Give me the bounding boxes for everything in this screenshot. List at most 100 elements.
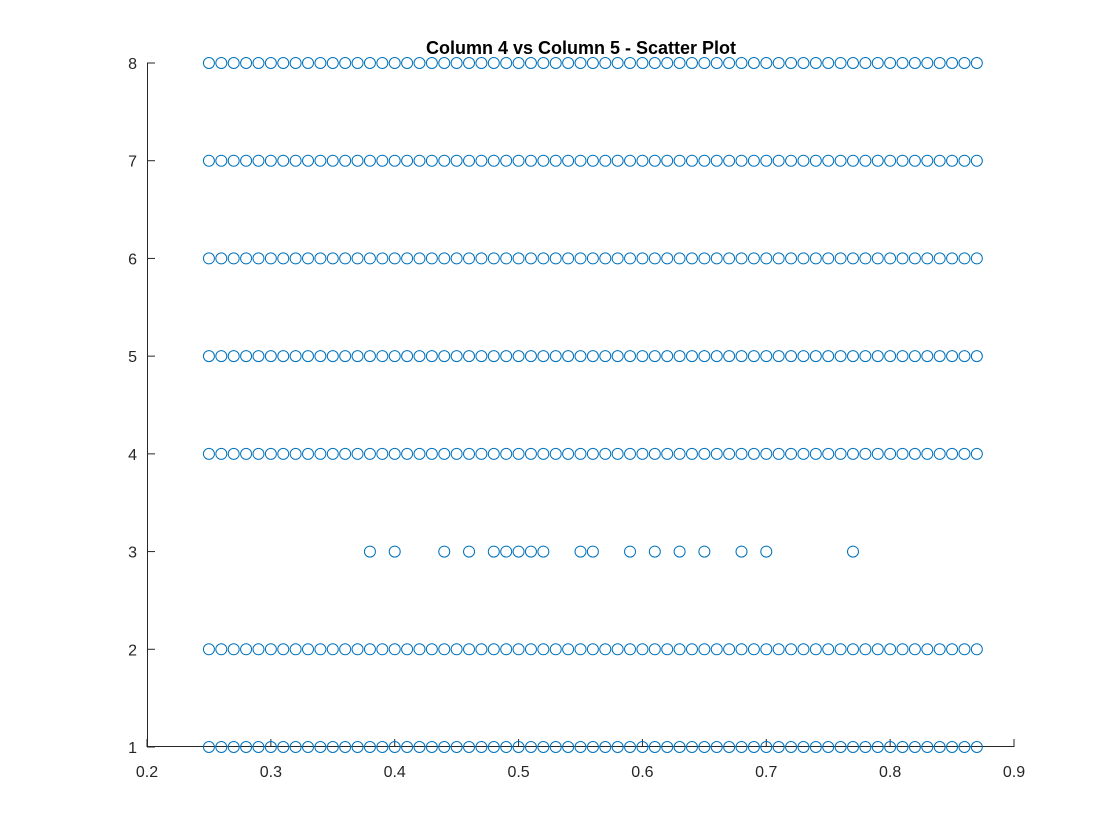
scatter-point	[438, 643, 451, 656]
scatter-point	[363, 447, 376, 460]
scatter-point	[698, 350, 711, 363]
scatter-point	[685, 447, 698, 460]
scatter-point	[524, 350, 537, 363]
scatter-point	[698, 57, 711, 69]
scatter-point	[785, 447, 798, 460]
scatter-point	[735, 447, 748, 460]
scatter-point	[500, 154, 513, 167]
scatter-point	[252, 154, 265, 167]
scatter-point	[289, 252, 302, 265]
scatter-point	[908, 252, 921, 265]
scatter-point	[302, 350, 315, 363]
scatter-point	[846, 252, 859, 265]
scatter-point	[698, 741, 711, 753]
scatter-point	[611, 350, 624, 363]
scatter-point	[475, 252, 488, 265]
scatter-point	[562, 447, 575, 460]
scatter-point	[215, 447, 228, 460]
scatter-point	[896, 57, 909, 69]
scatter-point	[710, 252, 723, 265]
scatter-point	[302, 741, 315, 753]
scatter-point	[388, 252, 401, 265]
scatter-point	[797, 154, 810, 167]
scatter-point	[537, 57, 550, 69]
scatter-point	[772, 643, 785, 656]
scatter-point	[673, 643, 686, 656]
scatter-point	[661, 447, 674, 460]
scatter-point	[834, 741, 847, 753]
scatter-point	[710, 350, 723, 363]
scatter-point	[487, 252, 500, 265]
scatter-point	[760, 252, 773, 265]
scatter-point	[277, 57, 290, 69]
scatter-point	[524, 447, 537, 460]
scatter-point	[339, 154, 352, 167]
scatter-point	[673, 57, 686, 69]
scatter-point	[388, 154, 401, 167]
scatter-point	[425, 643, 438, 656]
scatter-point	[809, 643, 822, 656]
scatter-point	[859, 57, 872, 69]
scatter-point	[438, 350, 451, 363]
scatter-point	[240, 643, 253, 656]
scatter-point	[537, 350, 550, 363]
scatter-point	[363, 643, 376, 656]
scatter-point	[549, 447, 562, 460]
scatter-point	[227, 350, 240, 363]
scatter-point	[871, 154, 884, 167]
scatter-point	[958, 252, 971, 265]
scatter-point	[797, 741, 810, 753]
scatter-point	[586, 350, 599, 363]
scatter-point	[413, 57, 426, 69]
scatter-point	[735, 741, 748, 753]
scatter-point	[277, 741, 290, 753]
scatter-point	[363, 154, 376, 167]
scatter-point	[326, 447, 339, 460]
scatter-point	[549, 252, 562, 265]
scatter-point	[859, 643, 872, 656]
scatter-point	[846, 741, 859, 753]
scatter-point	[946, 741, 959, 753]
scatter-point	[661, 643, 674, 656]
y-tick-label: 3	[128, 545, 137, 562]
scatter-point	[351, 57, 364, 69]
scatter-point	[884, 741, 897, 753]
scatter-point	[351, 350, 364, 363]
scatter-point	[264, 154, 277, 167]
scatter-point	[289, 447, 302, 460]
scatter-point	[735, 154, 748, 167]
scatter-point	[871, 741, 884, 753]
scatter-point	[227, 643, 240, 656]
scatter-point	[648, 154, 661, 167]
scatter-point	[611, 447, 624, 460]
scatter-point	[958, 350, 971, 363]
scatter-point	[475, 741, 488, 753]
scatter-point	[388, 57, 401, 69]
scatter-point	[921, 350, 934, 363]
scatter-point	[611, 154, 624, 167]
scatter-point	[574, 741, 587, 753]
scatter-point	[933, 643, 946, 656]
scatter-point	[698, 154, 711, 167]
scatter-point	[574, 350, 587, 363]
scatter-point	[896, 350, 909, 363]
scatter-point	[710, 154, 723, 167]
scatter-point	[376, 643, 389, 656]
scatter-point	[599, 252, 612, 265]
scatter-point	[524, 545, 537, 558]
scatter-point	[413, 350, 426, 363]
scatter-point	[760, 741, 773, 753]
scatter-point	[884, 154, 897, 167]
scatter-point	[202, 741, 215, 753]
scatter-point	[512, 350, 525, 363]
scatter-point	[524, 154, 537, 167]
scatter-point	[302, 643, 315, 656]
scatter-point	[822, 57, 835, 69]
scatter-point	[277, 350, 290, 363]
scatter-point	[401, 154, 414, 167]
scatter-point	[264, 57, 277, 69]
scatter-point	[376, 154, 389, 167]
scatter-point	[562, 741, 575, 753]
y-tick-label: 5	[128, 349, 137, 366]
